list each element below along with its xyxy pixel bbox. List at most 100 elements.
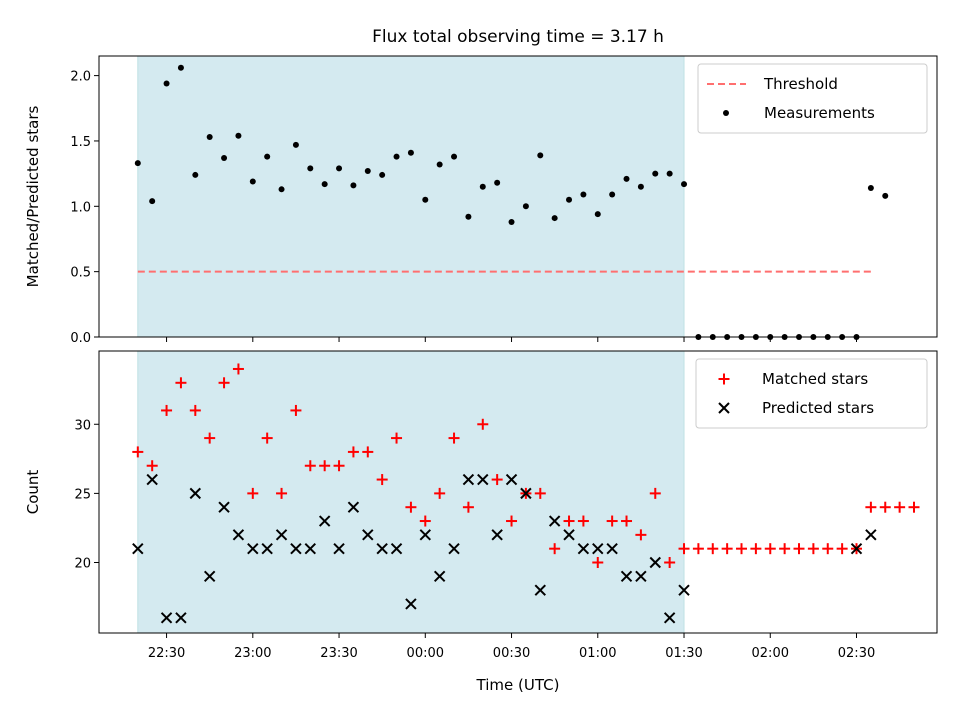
measurements-point [882,192,889,199]
marker-stroke [663,612,676,624]
predicted-stars-point [132,542,144,555]
legend-label: Measurements [764,104,875,122]
measurements-point [451,153,458,160]
x-tick-label: 01:30 [665,646,702,661]
matched-stars-point [807,543,819,555]
matched-stars-point [606,515,618,527]
ratio-panel: 0.0 0.5 1.0 1.5 2.0 Matched/Predicted stars [24,55,938,346]
matched-stars-point [908,501,920,513]
x-tick-label: 01:00 [579,646,616,661]
matched-stars-point [563,515,575,527]
predicted-stars-point [275,529,288,541]
marker-stroke [592,542,604,555]
measurements-point [350,182,357,189]
predicted-stars-point [419,529,431,541]
marker-stroke [189,487,202,500]
predicted-stars-point [261,542,273,555]
matched-stars-point [347,446,359,458]
matched-stars-point [635,529,647,541]
matched-stars-point [290,404,302,416]
measurements-point [566,196,573,203]
x-tick-label: 23:30 [320,646,357,661]
matched-stars-point [261,432,273,444]
measurements-point [580,191,587,198]
marker-stroke [362,529,374,541]
predicted-stars-point [160,612,173,624]
measurements-point [206,134,213,141]
matched-stars-point [247,487,259,499]
marker-stroke [290,542,302,555]
marker-stroke [132,542,144,555]
matched-stars-point [391,432,403,444]
measurements-point [508,218,515,225]
predicted-stars-point [620,570,633,583]
matched-stars-point [204,432,216,444]
measurements-point [867,185,874,192]
measurements-point [551,215,558,222]
y-axis-title: Count [24,470,42,515]
matched-stars-point [534,487,546,499]
marker-stroke [146,473,158,486]
measurements-point [537,152,544,159]
marker-stroke [505,473,518,486]
marker-stroke [620,570,633,583]
marker-stroke [577,542,590,555]
count-panel: 20 25 30 22:30 23:00 23:30 00:00 00:30 01:00 01:3… [24,350,938,661]
predicted-stars-point [520,487,532,500]
marker-stroke [462,473,475,486]
y-tick-label: 20 [74,557,91,572]
matched-stars-point [276,487,288,499]
measurements-point [192,171,199,178]
legend-swatch [718,402,730,414]
y-tick-label: 30 [74,418,91,433]
observing-window [137,350,685,634]
ratio-legend: Threshold Measurements [697,63,928,134]
marker-stroke [563,529,575,541]
x-tick-label: 02:30 [838,646,875,661]
predicted-stars-point [347,501,360,513]
matched-stars-point [304,460,316,472]
marker-stroke [275,529,288,541]
marker-stroke [405,598,417,610]
matched-stars-point [621,515,633,527]
measurements-point [494,179,501,186]
measurements-point [336,165,343,172]
predicted-stars-point [362,529,374,541]
measurements-point [249,178,256,185]
predicted-stars-point [304,542,317,555]
marker-stroke [477,473,489,486]
matched-stars-point [779,543,791,555]
matched-stars-point [750,543,762,555]
predicted-stars-point [318,515,331,527]
matched-stars-point [175,377,187,389]
predicted-stars-point [635,570,647,583]
marker-stroke [203,570,216,583]
marker-stroke [160,612,173,624]
measurements-point [379,171,386,178]
matched-stars-point [232,363,244,375]
matched-stars-point [376,474,388,486]
legend-swatch [718,373,730,385]
marker-stroke [232,529,245,541]
legend-box [695,358,928,429]
predicted-stars-point [491,529,503,541]
matched-stars-point [793,543,805,555]
measurements-point [465,213,472,220]
y-tick-label: 2.0 [70,70,91,85]
matched-stars-point [319,460,331,472]
marker-stroke [649,556,661,569]
measurements-point [321,181,328,188]
predicted-stars-point [865,529,877,541]
measurements-point [292,141,299,148]
predicted-stars-point [850,542,863,555]
observing-window [137,55,685,338]
x-axis-title: Time (UTC) [476,676,560,694]
matched-stars-point [836,543,848,555]
predicted-stars-point [563,529,575,541]
measurements-point [407,149,414,156]
matched-stars-point [419,515,431,527]
y-tick-label: 25 [74,487,91,502]
predicted-stars-point [433,570,446,583]
predicted-stars-point [290,542,302,555]
matched-stars-point [692,543,704,555]
